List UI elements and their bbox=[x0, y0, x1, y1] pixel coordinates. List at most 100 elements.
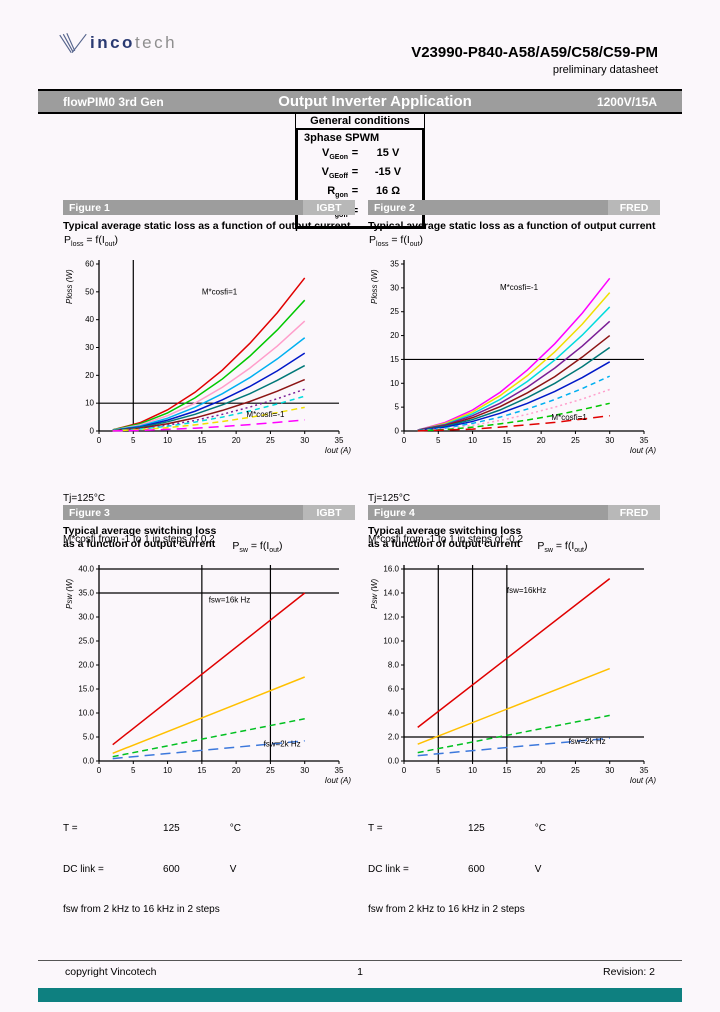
svg-text:30: 30 bbox=[605, 766, 614, 775]
svg-text:60: 60 bbox=[85, 260, 94, 269]
svg-text:40.0: 40.0 bbox=[78, 565, 94, 574]
svg-text:15: 15 bbox=[502, 766, 511, 775]
figure-title: Typical average static loss as a functio… bbox=[63, 220, 351, 232]
svg-text:12.0: 12.0 bbox=[383, 613, 399, 622]
figure-1-conditions: Tj=125°C M*cosfi from -1 to 1 in steps o… bbox=[63, 493, 215, 545]
svg-text:fsw=2k Hz: fsw=2k Hz bbox=[569, 737, 606, 746]
revision-text: Revision: 2 bbox=[603, 966, 655, 978]
svg-text:8.0: 8.0 bbox=[388, 661, 400, 670]
figure-3-conditions: T = 125 °C DC link = 600 V fsw from 2 kH… bbox=[63, 823, 241, 915]
figure-title: Typical average switching loss bbox=[63, 525, 217, 537]
svg-text:5: 5 bbox=[131, 436, 136, 445]
logo-text-tech: tech bbox=[134, 33, 178, 52]
svg-text:16.0: 16.0 bbox=[383, 565, 399, 574]
svg-text:0: 0 bbox=[395, 427, 400, 436]
svg-text:0: 0 bbox=[90, 427, 95, 436]
svg-text:2.0: 2.0 bbox=[388, 733, 400, 742]
svg-text:25.0: 25.0 bbox=[78, 637, 94, 646]
svg-text:Ploss (W): Ploss (W) bbox=[65, 269, 74, 304]
svg-text:35: 35 bbox=[335, 766, 344, 775]
svg-text:10: 10 bbox=[468, 436, 477, 445]
svg-text:35.0: 35.0 bbox=[78, 589, 94, 598]
svg-text:10: 10 bbox=[163, 766, 172, 775]
svg-text:M*cosfi=1: M*cosfi=1 bbox=[202, 288, 238, 297]
svg-text:15.0: 15.0 bbox=[78, 685, 94, 694]
svg-text:30: 30 bbox=[85, 343, 94, 352]
svg-text:25: 25 bbox=[390, 307, 399, 316]
figure-2-panel: Figure 2 FRED Typical average static los… bbox=[368, 200, 660, 587]
svg-text:Psw (W): Psw (W) bbox=[370, 578, 379, 609]
figure-formula: Ploss = f(Iout) bbox=[369, 234, 424, 249]
svg-text:0: 0 bbox=[402, 436, 407, 445]
svg-text:0.0: 0.0 bbox=[388, 757, 400, 766]
svg-text:Iout (A): Iout (A) bbox=[325, 446, 352, 455]
svg-text:5: 5 bbox=[131, 766, 136, 775]
svg-text:fsw=2k Hz: fsw=2k Hz bbox=[264, 740, 301, 749]
svg-text:25: 25 bbox=[571, 436, 580, 445]
svg-text:fsw=16kHz: fsw=16kHz bbox=[507, 586, 546, 595]
svg-text:35: 35 bbox=[390, 260, 399, 269]
svg-text:6.0: 6.0 bbox=[388, 685, 400, 694]
figure-label: Figure 2 bbox=[374, 201, 415, 214]
figure-formula: Psw = f(Iout) bbox=[232, 540, 283, 555]
figure-title: Typical average static loss as a functio… bbox=[368, 220, 656, 232]
product-family: flowPIM0 3rd Gen bbox=[63, 94, 164, 109]
svg-text:30: 30 bbox=[300, 766, 309, 775]
svg-text:fsw=16k Hz: fsw=16k Hz bbox=[209, 596, 251, 605]
figure-2-chart: 0 5 10 15 20 25 30 35 0 5 10 15 20 25 30 35 Ploss (W) Iou… bbox=[368, 252, 660, 457]
svg-text:20: 20 bbox=[232, 766, 241, 775]
bottom-accent-bar bbox=[38, 988, 682, 1002]
svg-text:20.0: 20.0 bbox=[78, 661, 94, 670]
svg-text:5: 5 bbox=[395, 403, 400, 412]
svg-text:20: 20 bbox=[537, 766, 546, 775]
svg-text:0: 0 bbox=[97, 766, 102, 775]
svg-text:15: 15 bbox=[197, 436, 206, 445]
svg-text:25: 25 bbox=[266, 766, 275, 775]
figure-3-panel: Figure 3 IGBT Typical average switching … bbox=[63, 505, 355, 944]
svg-text:35: 35 bbox=[640, 436, 649, 445]
svg-text:15: 15 bbox=[390, 355, 399, 364]
title-bar: flowPIM0 3rd Gen Output Inverter Applica… bbox=[38, 89, 682, 114]
voltage-current-rating: 1200V/15A bbox=[596, 94, 657, 109]
svg-text:M*cosfi=1: M*cosfi=1 bbox=[551, 413, 587, 422]
footer-divider bbox=[38, 960, 682, 961]
svg-text:10.0: 10.0 bbox=[383, 637, 399, 646]
vincotech-logo: inco tech bbox=[58, 30, 177, 56]
svg-text:10: 10 bbox=[163, 436, 172, 445]
figure-4-conditions: T = 125 °C DC link = 600 V fsw from 2 kH… bbox=[368, 823, 546, 915]
svg-text:15: 15 bbox=[197, 766, 206, 775]
svg-text:Iout (A): Iout (A) bbox=[630, 446, 657, 455]
conditions-title: General conditions bbox=[310, 115, 410, 127]
svg-text:10: 10 bbox=[468, 766, 477, 775]
svg-text:20: 20 bbox=[390, 331, 399, 340]
svg-text:15: 15 bbox=[502, 436, 511, 445]
figure-1-chart: 0 5 10 15 20 25 30 35 0 10 20 30 40 50 60 Ploss (W) Iout… bbox=[63, 252, 355, 457]
svg-text:25: 25 bbox=[266, 436, 275, 445]
svg-text:M*cosfi=-1: M*cosfi=-1 bbox=[246, 410, 285, 419]
svg-text:35: 35 bbox=[640, 766, 649, 775]
svg-text:40: 40 bbox=[85, 315, 94, 324]
copyright-text: copyright Vincotech bbox=[65, 966, 157, 978]
figure-formula: Psw = f(Iout) bbox=[537, 540, 588, 555]
svg-text:30: 30 bbox=[605, 436, 614, 445]
page-title: Output Inverter Application bbox=[278, 93, 472, 110]
svg-text:4.0: 4.0 bbox=[388, 709, 400, 718]
figure-title: Typical average switching loss bbox=[368, 525, 522, 537]
figure-formula: Ploss = f(Iout) bbox=[64, 234, 119, 249]
figure-4-panel: Figure 4 FRED Typical average switching … bbox=[368, 505, 660, 944]
figure-4-header-bar: Figure 4 FRED bbox=[368, 505, 660, 520]
figure-2-conditions: Tj=125°C M*cosfi from -1 to 1 in steps o… bbox=[368, 493, 524, 545]
svg-text:14.0: 14.0 bbox=[383, 589, 399, 598]
svg-text:0: 0 bbox=[97, 436, 102, 445]
device-tag: FRED bbox=[608, 505, 660, 520]
figure-1-panel: Figure 1 IGBT Typical average static los… bbox=[63, 200, 355, 587]
svg-text:M*cosfi=-1: M*cosfi=-1 bbox=[500, 283, 539, 292]
logo-text-inco: inco bbox=[90, 33, 135, 52]
device-tag: IGBT bbox=[303, 505, 355, 520]
svg-text:20: 20 bbox=[232, 436, 241, 445]
svg-text:35: 35 bbox=[335, 436, 344, 445]
part-number: V23990-P840-A58/A59/C58/C59-PM bbox=[411, 44, 658, 61]
svg-text:20: 20 bbox=[537, 436, 546, 445]
logo-v-icon bbox=[59, 33, 87, 54]
svg-text:5: 5 bbox=[436, 436, 441, 445]
